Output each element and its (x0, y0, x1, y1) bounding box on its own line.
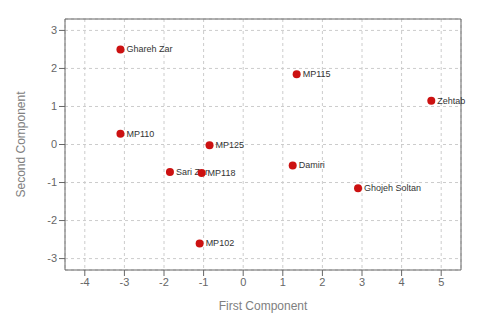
svg-text:MP110: MP110 (126, 129, 154, 139)
svg-text:Sari Zar: Sari Zar (176, 167, 208, 177)
svg-text:-2: -2 (47, 214, 57, 226)
svg-text:First Component: First Component (219, 299, 308, 313)
svg-text:1: 1 (51, 100, 57, 112)
svg-text:5: 5 (438, 276, 444, 288)
svg-text:3: 3 (359, 276, 365, 288)
svg-text:2: 2 (51, 62, 57, 74)
svg-text:-4: -4 (80, 276, 90, 288)
svg-text:-1: -1 (47, 176, 57, 188)
svg-text:-3: -3 (120, 276, 130, 288)
svg-text:Damiri: Damiri (299, 160, 325, 170)
svg-text:Ghareh Zar: Ghareh Zar (126, 44, 172, 54)
svg-text:Ghojeh Soltan: Ghojeh Soltan (364, 183, 421, 193)
svg-text:0: 0 (51, 138, 57, 150)
svg-text:-2: -2 (159, 276, 169, 288)
svg-text:Second Component: Second Component (14, 91, 28, 198)
svg-text:-3: -3 (47, 252, 57, 264)
svg-text:1: 1 (280, 276, 286, 288)
svg-text:MP118: MP118 (208, 168, 236, 178)
svg-text:Zehtab: Zehtab (437, 96, 465, 106)
svg-text:MP115: MP115 (303, 69, 331, 79)
svg-text:0: 0 (240, 276, 246, 288)
svg-text:-1: -1 (199, 276, 209, 288)
svg-text:MP125: MP125 (216, 140, 245, 150)
svg-text:3: 3 (51, 24, 57, 36)
svg-text:2: 2 (319, 276, 325, 288)
svg-text:MP102: MP102 (206, 238, 235, 248)
svg-text:4: 4 (399, 276, 405, 288)
